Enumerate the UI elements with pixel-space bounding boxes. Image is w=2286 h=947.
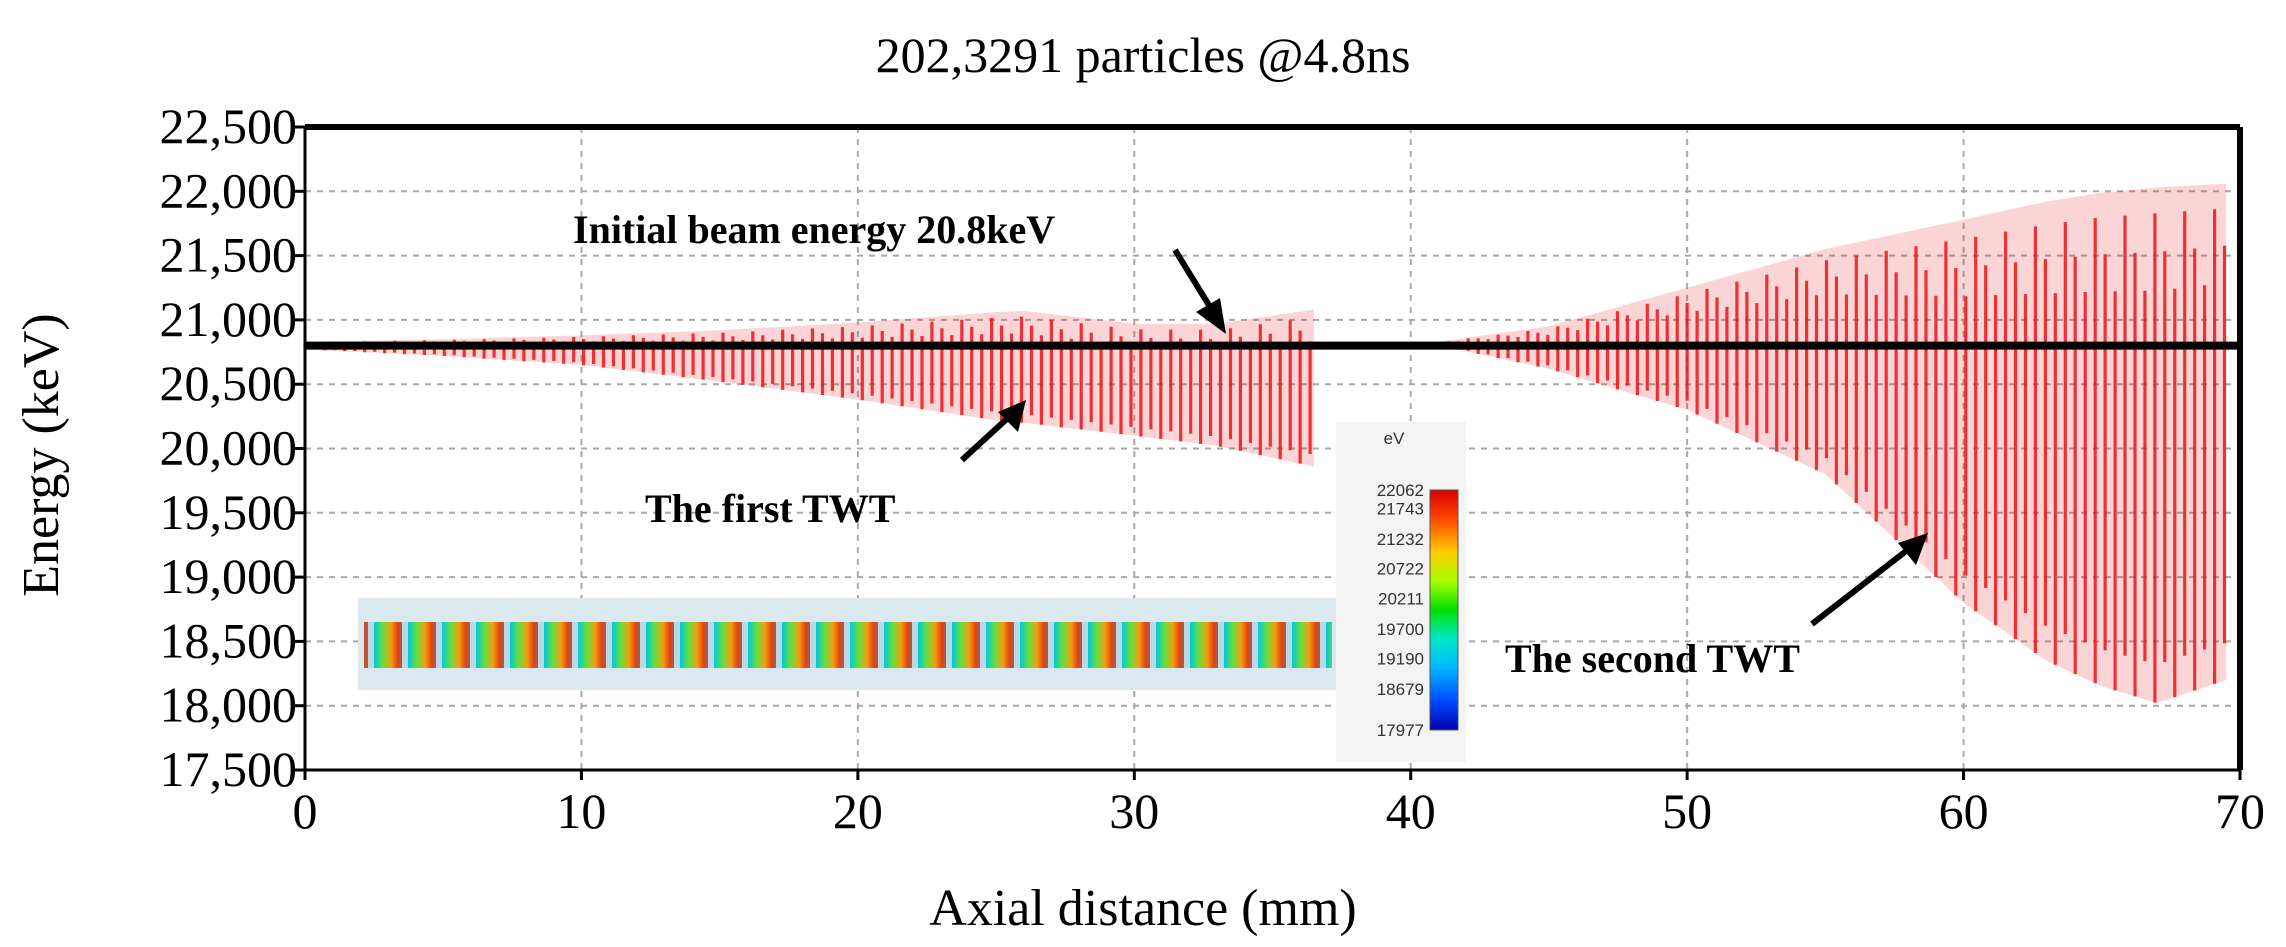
x-tick-label: 10 <box>556 783 606 839</box>
y-tick-label: 20,500 <box>160 355 298 411</box>
x-tick-label: 50 <box>1662 783 1712 839</box>
annotation-first-twt-text: The first TWT <box>645 486 896 531</box>
y-tick-label: 20,000 <box>160 420 298 476</box>
y-tick-label: 21,500 <box>160 227 298 283</box>
colorbar-unit: eV <box>1384 429 1405 448</box>
y-tick-label: 22,000 <box>160 162 298 218</box>
colorbar-tick-label: 22062 <box>1377 481 1424 500</box>
x-tick-label: 30 <box>1109 783 1159 839</box>
annotation-initial-energy: Initial beam energy 20.8keV <box>573 207 1226 334</box>
x-tick-label: 60 <box>1939 783 1989 839</box>
y-tick-label: 21,000 <box>160 291 298 347</box>
x-axis-label: Axial distance (mm) <box>929 880 1356 937</box>
particle-series-2 <box>1436 183 2227 704</box>
colorbar-tick-label: 21743 <box>1377 500 1424 519</box>
plot-axes <box>295 124 2243 780</box>
colorbar-tick-label: 19190 <box>1377 650 1424 669</box>
annotation-first-twt: The first TWT <box>645 400 1026 531</box>
colorbar-tick-label: 20211 <box>1378 590 1424 609</box>
colorbar-tick-label: 17977 <box>1377 721 1424 740</box>
y-axis-label: Energy (keV) <box>13 313 70 597</box>
y-tick-label: 17,500 <box>160 741 298 797</box>
colorbar-tick-label: 20722 <box>1377 560 1424 579</box>
inset-beam-image <box>358 598 1336 690</box>
x-tick-label: 70 <box>2215 783 2265 839</box>
y-tick-label: 18,500 <box>160 612 298 668</box>
y-tick-label: 19,500 <box>160 484 298 540</box>
y-tick-label: 18,000 <box>160 677 298 733</box>
x-tick-label: 0 <box>293 783 318 839</box>
colorbar-tick-label: 18679 <box>1377 680 1424 699</box>
y-tick-label: 19,000 <box>160 548 298 604</box>
annotation-initial-energy-text: Initial beam energy 20.8keV <box>573 207 1055 252</box>
chart-title: 202,3291 particles @4.8ns <box>876 27 1411 83</box>
annotation-second-twt-text: The second TWT <box>1505 636 1800 681</box>
particle-series-1 <box>303 309 1314 467</box>
x-tick-label: 20 <box>833 783 883 839</box>
particle-envelope <box>1438 183 2227 704</box>
y-tick-labels: 17,500 18,000 18,500 19,000 19,500 20,000 20,5… <box>160 98 298 797</box>
y-tick-label: 22,500 <box>160 98 298 154</box>
colorbar-tick-label: 21232 <box>1377 530 1424 549</box>
annotation-second-twt: The second TWT <box>1505 533 1928 681</box>
colorbar-tick-label: 19700 <box>1377 620 1424 639</box>
x-tick-label: 40 <box>1386 783 1436 839</box>
particle-envelope <box>305 309 1314 467</box>
x-tick-labels: 0 10 20 30 40 50 60 70 <box>293 783 2266 839</box>
